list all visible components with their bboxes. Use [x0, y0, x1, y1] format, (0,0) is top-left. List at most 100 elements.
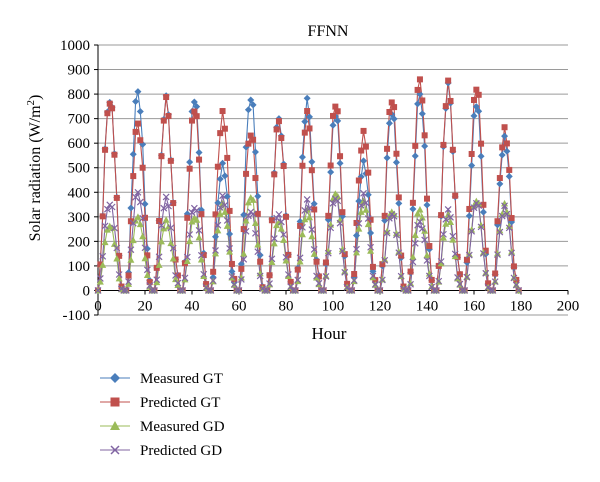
- data-point: [438, 212, 445, 219]
- data-point: [212, 249, 219, 257]
- data-point: [266, 272, 273, 279]
- data-point: [501, 124, 508, 131]
- data-point: [447, 218, 454, 225]
- data-point: [383, 227, 391, 235]
- data-point: [491, 278, 499, 286]
- data-point: [334, 117, 342, 125]
- data-point: [237, 260, 245, 268]
- data-point: [454, 274, 461, 281]
- data-point: [480, 201, 487, 208]
- data-point: [496, 180, 504, 188]
- data-point: [365, 169, 372, 176]
- data-point: [313, 272, 320, 280]
- data-point: [254, 241, 262, 248]
- data-point: [158, 153, 165, 160]
- data-point: [407, 268, 414, 275]
- data-point: [423, 257, 431, 264]
- data-point: [407, 279, 415, 287]
- data-point: [282, 253, 290, 261]
- data-point: [226, 207, 233, 214]
- data-point: [494, 251, 501, 259]
- data-point: [228, 268, 236, 276]
- data-point: [416, 218, 424, 226]
- data-point: [240, 255, 248, 263]
- x-tick-label: 60: [232, 298, 247, 314]
- data-point: [468, 162, 476, 170]
- data-point: [198, 211, 205, 218]
- data-point: [353, 231, 360, 239]
- y-tick-label: 100: [68, 259, 91, 275]
- data-point: [392, 158, 400, 166]
- data-point: [165, 112, 172, 119]
- data-point: [193, 113, 200, 120]
- x-tick-label: 80: [279, 298, 294, 314]
- data-point: [501, 202, 508, 210]
- legend-label: Predicted GD: [140, 443, 222, 459]
- data-point: [96, 275, 104, 282]
- data-point: [385, 119, 393, 127]
- data-point: [101, 222, 109, 230]
- data-point: [113, 194, 120, 201]
- data-point: [449, 236, 457, 243]
- data-point: [346, 287, 353, 294]
- data-point: [308, 158, 316, 166]
- y-tick-label: 400: [68, 185, 91, 201]
- data-point: [120, 287, 128, 294]
- data-point: [329, 199, 337, 207]
- data-point: [421, 132, 428, 139]
- data-point: [471, 96, 477, 103]
- data-point: [188, 217, 196, 225]
- y-tick-label: 600: [68, 136, 91, 152]
- data-point: [369, 263, 376, 270]
- data-point: [174, 279, 182, 287]
- data-point: [339, 209, 346, 216]
- data-point: [242, 217, 250, 224]
- data-point: [221, 125, 228, 132]
- x-tick-label: 120: [369, 298, 392, 314]
- data-point: [294, 266, 301, 273]
- data-point: [468, 227, 476, 235]
- chart-title: FFNN: [308, 23, 349, 40]
- data-point: [141, 254, 149, 262]
- data-point: [313, 273, 321, 281]
- data-point: [355, 177, 362, 184]
- data-point: [327, 224, 335, 232]
- data-point: [412, 142, 419, 149]
- data-point: [452, 192, 459, 199]
- data-point: [473, 86, 480, 93]
- data-point: [369, 272, 377, 280]
- data-point: [374, 287, 382, 294]
- data-point: [294, 276, 302, 284]
- data-point: [219, 192, 226, 200]
- data-point: [393, 150, 400, 157]
- data-point: [303, 94, 311, 102]
- data-point: [102, 146, 109, 153]
- y-tick-label: 1000: [60, 38, 90, 54]
- data-point: [492, 270, 499, 277]
- x-tick-label: 0: [94, 298, 102, 314]
- data-point: [217, 130, 224, 137]
- x-axis-label: Hour: [312, 324, 347, 343]
- data-point: [461, 287, 469, 294]
- y-tick-label: -100: [63, 308, 91, 324]
- data-point: [421, 142, 429, 150]
- data-point: [197, 251, 205, 259]
- data-point: [254, 248, 262, 256]
- data-point: [423, 201, 431, 209]
- data-point: [155, 253, 163, 261]
- data-point: [129, 219, 137, 227]
- data-point: [94, 287, 102, 294]
- data-point: [355, 220, 363, 227]
- legend-marker: [110, 421, 120, 430]
- x-tick-label: 160: [463, 298, 486, 314]
- data-point: [306, 204, 313, 212]
- data-point: [268, 258, 276, 265]
- data-point: [306, 113, 313, 121]
- data-point: [324, 249, 332, 257]
- data-point: [110, 240, 118, 247]
- data-point: [172, 272, 179, 279]
- data-point: [456, 280, 464, 288]
- data-point: [280, 163, 287, 170]
- data-point: [353, 245, 360, 253]
